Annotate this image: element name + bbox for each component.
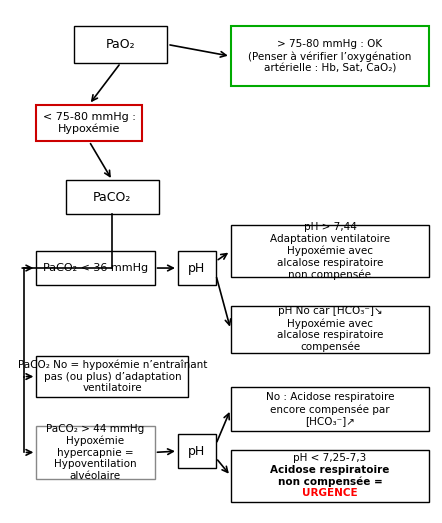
FancyBboxPatch shape: [66, 180, 159, 214]
Text: URGENCE: URGENCE: [302, 488, 358, 498]
Text: > 75-80 mmHg : OK
(Penser à vérifier l’oxygénation
artérielle : Hb, Sat, CaO₂): > 75-80 mmHg : OK (Penser à vérifier l’o…: [248, 39, 412, 73]
Text: PaCO₂ > 44 mmHg
Hypoxémie
hypercapnie =
Hypoventilation
alvéolaire: PaCO₂ > 44 mmHg Hypoxémie hypercapnie = …: [46, 424, 145, 481]
FancyBboxPatch shape: [178, 434, 216, 468]
FancyBboxPatch shape: [231, 26, 429, 86]
Text: PaCO₂: PaCO₂: [93, 191, 132, 204]
FancyBboxPatch shape: [74, 26, 167, 63]
Text: < 75-80 mmHg :
Hypoxémie: < 75-80 mmHg : Hypoxémie: [42, 112, 136, 134]
Text: Acidose respiratoire: Acidose respiratoire: [271, 465, 390, 475]
FancyBboxPatch shape: [231, 387, 429, 431]
Text: No : Acidose respiratoire
encore compensée par
[HCO₃⁻]↗: No : Acidose respiratoire encore compens…: [266, 392, 394, 426]
FancyBboxPatch shape: [36, 356, 188, 397]
FancyBboxPatch shape: [231, 225, 429, 277]
Text: pH > 7,44
Adaptation ventilatoire
Hypoxémie avec
alcalose respiratoire
non compe: pH > 7,44 Adaptation ventilatoire Hypoxé…: [270, 222, 390, 280]
Text: pH < 7,25-7,3: pH < 7,25-7,3: [293, 453, 366, 463]
Text: PaCO₂ No = hypoxémie n’entraînant
pas (ou plus) d’adaptation
ventilatoire: PaCO₂ No = hypoxémie n’entraînant pas (o…: [18, 360, 207, 393]
Text: pH No car [HCO₃⁻]↘
Hypoxémie avec
alcalose respiratoire
compensée: pH No car [HCO₃⁻]↘ Hypoxémie avec alcalo…: [277, 306, 383, 353]
Text: non compensée =: non compensée =: [278, 476, 382, 487]
FancyBboxPatch shape: [36, 105, 142, 141]
FancyBboxPatch shape: [231, 450, 429, 502]
Text: PaCO₂ < 36 mmHg: PaCO₂ < 36 mmHg: [43, 263, 148, 273]
Text: PaO₂: PaO₂: [106, 38, 136, 51]
FancyBboxPatch shape: [231, 306, 429, 353]
FancyBboxPatch shape: [36, 251, 155, 285]
Text: pH: pH: [188, 445, 206, 458]
Text: pH: pH: [188, 262, 206, 275]
FancyBboxPatch shape: [36, 426, 155, 479]
FancyBboxPatch shape: [178, 251, 216, 285]
